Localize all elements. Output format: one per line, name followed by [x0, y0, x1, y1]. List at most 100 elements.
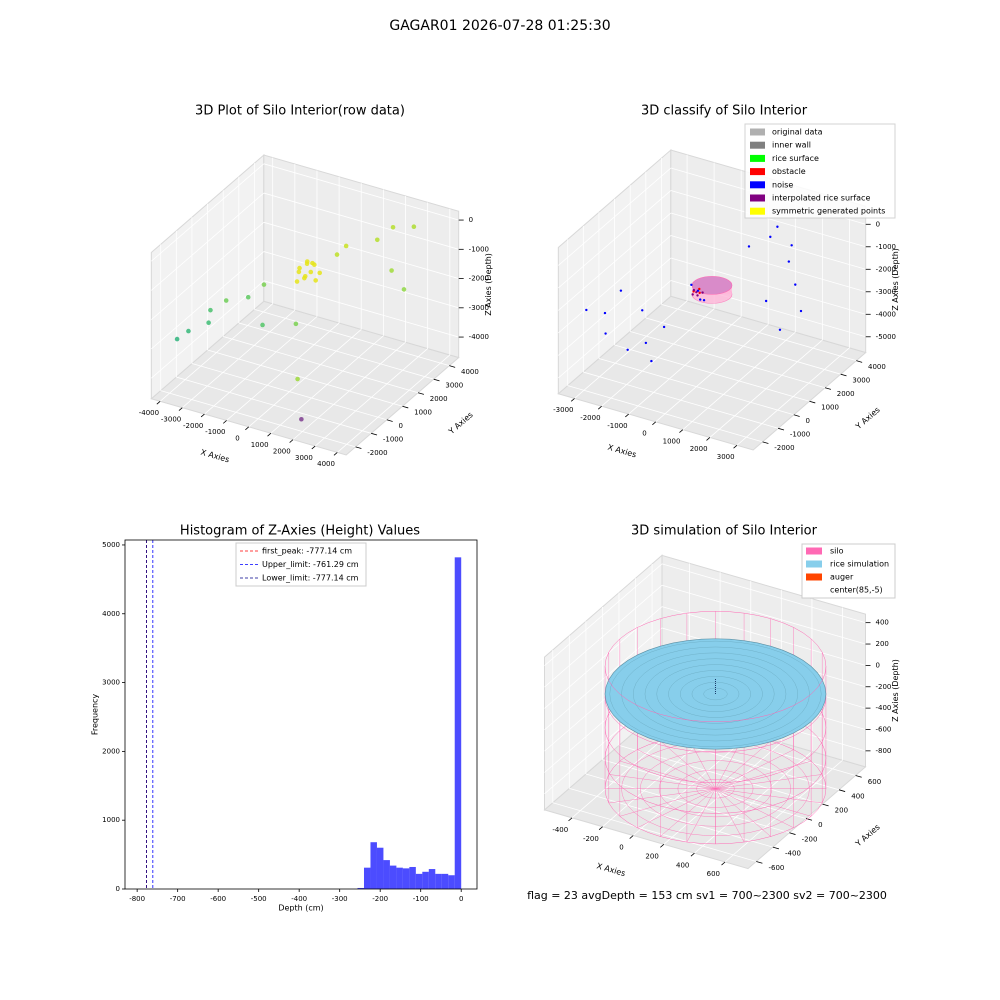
y-tick-label: 5000 — [102, 541, 120, 549]
grid-line — [661, 606, 866, 666]
legend-label: first_peak: -777.14 cm — [262, 547, 352, 556]
x-tick-label: -1000 — [205, 428, 225, 436]
z-axis-label: Z Axies (Depth) — [891, 659, 900, 722]
y-tick — [762, 441, 769, 444]
legend-label: rice surface — [772, 154, 819, 163]
x-tick-label: -4000 — [139, 409, 159, 417]
y-tick — [805, 818, 813, 821]
z-tick-label: -5000 — [876, 333, 896, 341]
silo-wire — [660, 788, 716, 837]
legend-swatch — [806, 560, 822, 568]
y-tick-label: 1000 — [821, 404, 839, 412]
data-point — [206, 320, 211, 326]
silo-wire — [715, 760, 812, 789]
data-point — [390, 224, 396, 230]
grid-line — [151, 222, 265, 321]
grid-line — [558, 280, 672, 379]
legend-label: symmetric generated points — [772, 207, 885, 216]
legend-box — [744, 123, 896, 219]
legend-swatch — [806, 573, 822, 581]
silo-wire — [619, 760, 716, 789]
bar — [402, 868, 410, 889]
grid-line — [207, 349, 403, 407]
x-tick — [625, 413, 629, 418]
x-tick — [568, 817, 573, 822]
y-tick — [855, 775, 862, 778]
grid-line — [569, 787, 773, 848]
data-point — [317, 270, 323, 276]
z-tick-label: 200 — [876, 640, 889, 648]
z-tick-label: -400 — [876, 704, 892, 712]
x-axis-label: Depth (cm) — [278, 904, 323, 913]
grid-line — [618, 745, 823, 805]
grid-line — [724, 759, 843, 863]
x-tick — [178, 407, 183, 411]
y-tick — [355, 446, 362, 449]
legend-label: auger — [830, 573, 854, 582]
data-point — [208, 307, 213, 313]
grid-line — [263, 280, 459, 338]
x-tick — [629, 835, 634, 839]
x-tick — [660, 844, 665, 848]
bar — [454, 557, 462, 889]
data-point — [747, 245, 751, 248]
data-point — [691, 293, 694, 296]
data-point — [310, 260, 315, 266]
grid-line — [630, 331, 826, 389]
y-tick — [824, 387, 832, 390]
grid-line — [151, 251, 265, 350]
x-tick — [721, 861, 726, 866]
suptitle: GAGAR01 2026-07-28 01:25:30 — [389, 18, 610, 34]
legend: first_peak: -777.14 cm Upper_limit: -761.… — [235, 542, 367, 587]
grid-line — [151, 280, 265, 379]
silo-wire — [608, 788, 716, 804]
grid-line — [151, 192, 265, 291]
data-point — [411, 224, 417, 230]
y-tick-label: -2000 — [774, 444, 794, 452]
x-tick — [733, 444, 738, 449]
y-tick — [386, 419, 393, 422]
grid-line — [663, 742, 782, 845]
x-tick — [156, 400, 161, 405]
y-tick-label: 4000 — [461, 368, 479, 376]
grid-line — [558, 167, 672, 266]
x-tick-label: 0 — [459, 895, 463, 903]
x-tick-label: -2000 — [580, 414, 600, 422]
x-tick-label: 0 — [235, 435, 239, 443]
grid-line — [223, 336, 419, 394]
x-tick — [690, 852, 695, 857]
grid-line — [632, 733, 752, 836]
grid-line — [544, 584, 663, 688]
y-tick — [417, 392, 425, 395]
data-point — [261, 282, 267, 287]
data-point — [604, 332, 607, 335]
silo-wire — [715, 788, 812, 817]
z-tick-label: -4000 — [469, 333, 489, 341]
x-tick-label: 0 — [642, 430, 646, 438]
legend-label: noise — [772, 180, 793, 189]
bar — [435, 873, 442, 889]
data-point — [304, 259, 310, 264]
grid-line — [151, 163, 265, 262]
x-tick — [598, 826, 603, 831]
x-tick-label: -100 — [413, 895, 429, 903]
chart-title: 3D classify of Silo Interior — [641, 104, 808, 119]
y-tick — [789, 832, 796, 835]
grid-line — [263, 163, 459, 221]
grid-line — [661, 584, 866, 645]
x-tick-label: -200 — [583, 835, 599, 843]
grid-line — [552, 802, 757, 862]
x-tick-label: 2000 — [273, 447, 291, 455]
grid-line — [254, 309, 450, 367]
chart-title: 3D simulation of Silo Interior — [631, 524, 818, 539]
rice-mesh — [633, 652, 798, 736]
y-tick-label: 0 — [116, 885, 120, 893]
y-tick — [856, 360, 863, 363]
data-point — [343, 243, 349, 249]
data-point — [313, 278, 318, 283]
bar — [415, 873, 423, 889]
x-tick-label: 3000 — [717, 453, 735, 461]
legend-label: center(85,-5) — [830, 586, 883, 595]
grid-line — [670, 257, 866, 315]
legend-swatch — [750, 207, 765, 215]
